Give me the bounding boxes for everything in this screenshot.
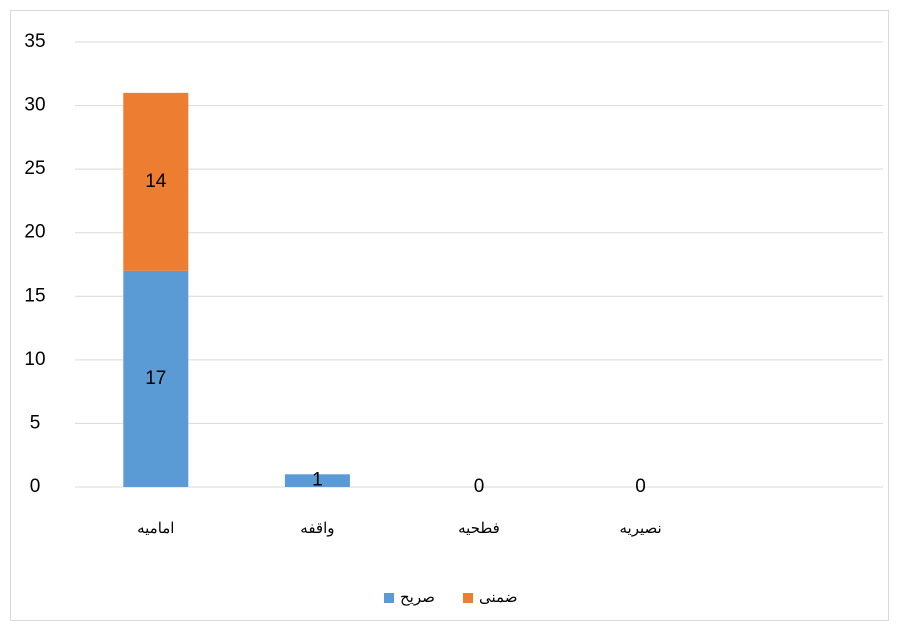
- y-tick-label: 35: [24, 31, 45, 52]
- legend-swatch: [384, 593, 394, 603]
- y-tick-label: 10: [24, 349, 45, 370]
- x-tick-label: واقفه: [300, 519, 334, 537]
- page: 0 5 10 15 20 25 30 35 اماميه 17 14 واقفه 1 فطحيه 0 نصير…: [0, 0, 899, 631]
- legend-label: صريح: [400, 588, 435, 606]
- y-tick-label: 20: [24, 222, 45, 243]
- y-tick-label: 0: [30, 476, 41, 497]
- x-tick-label: اماميه: [137, 519, 174, 537]
- y-tick-label: 15: [24, 285, 45, 306]
- data-label: 14: [145, 171, 167, 192]
- y-tick-label: 5: [30, 412, 41, 433]
- data-label: 17: [145, 368, 166, 389]
- y-tick-label: 30: [24, 95, 45, 116]
- x-tick-label: فطحيه: [458, 519, 500, 537]
- legend-swatch: [463, 593, 473, 603]
- data-label: 1: [312, 470, 323, 491]
- data-label: 0: [474, 476, 485, 497]
- data-label: 0: [635, 476, 646, 497]
- legend-label: ضمنى: [479, 588, 517, 606]
- y-tick-label: 25: [24, 158, 45, 179]
- chart: 0 5 10 15 20 25 30 35 اماميه 17 14 واقفه 1 فطحيه 0 نصير…: [0, 0, 899, 631]
- x-tick-label: نصيريه: [619, 519, 661, 537]
